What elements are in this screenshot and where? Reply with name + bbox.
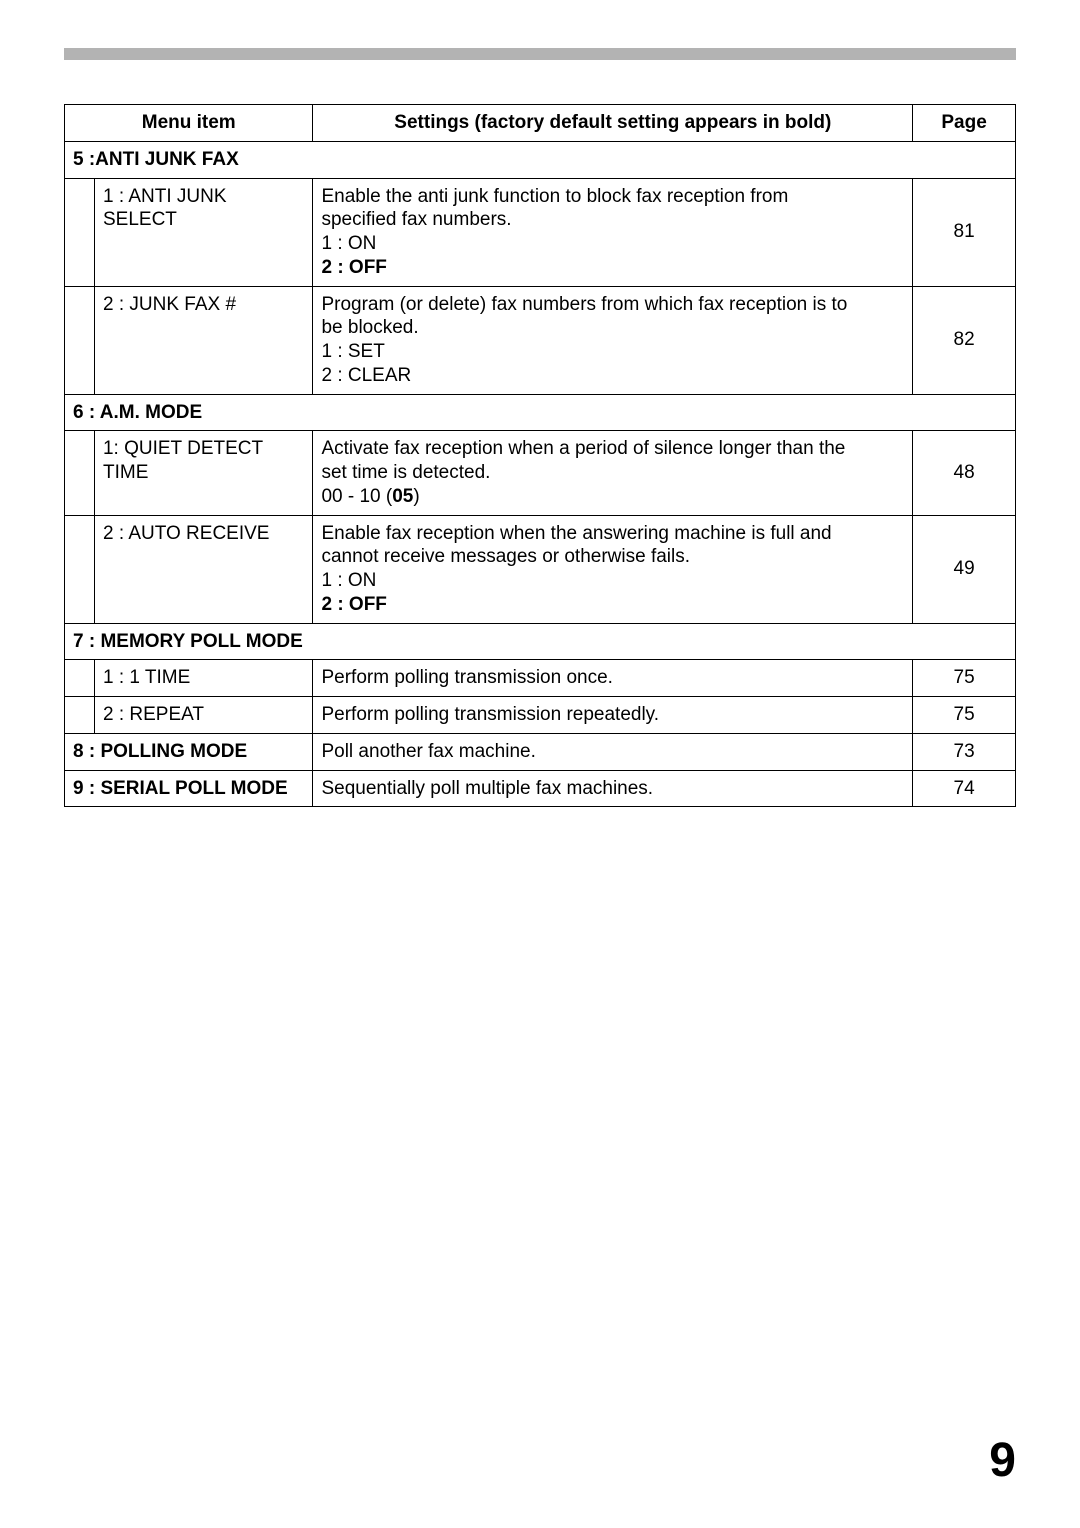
table-row: 9 : SERIAL POLL MODESequentially poll mu…: [65, 770, 1016, 807]
section-title: 5 :ANTI JUNK FAX: [65, 141, 1016, 178]
table-row: 1 : ANTI JUNK SELECT Enable the anti junk…: [65, 178, 1016, 286]
menu-item-cell: 1: QUIET DETECT TIME: [94, 431, 312, 515]
desc-text: 1 : ON: [321, 570, 376, 591]
desc-text: Perform polling transmission repeatedly.: [321, 704, 659, 725]
indent-cell: [65, 660, 95, 697]
section-header-row: 6 : A.M. MODE: [65, 394, 1016, 431]
section-title: 7 : MEMORY POLL MODE: [65, 623, 1016, 660]
section-header-row: 7 : MEMORY POLL MODE: [65, 623, 1016, 660]
settings-cell: Program (or delete) fax numbers from whi…: [313, 286, 913, 394]
desc-text: Enable fax reception when the answering …: [321, 523, 831, 544]
page-cell: 82: [913, 286, 1016, 394]
menu-item-cell: 8 : POLLING MODE: [65, 733, 313, 770]
indent-cell: [65, 515, 95, 623]
page-cell: 48: [913, 431, 1016, 515]
desc-text: ): [413, 486, 419, 507]
table-row: 1 : 1 TIME Perform polling transmission o…: [65, 660, 1016, 697]
settings-cell: Enable the anti junk function to block f…: [313, 178, 913, 286]
desc-text: specified fax numbers.: [321, 209, 511, 230]
desc-text: Enable the anti junk function to block f…: [321, 186, 788, 207]
top-divider-bar: [64, 48, 1016, 60]
page-cell: 74: [913, 770, 1016, 807]
page-number: 9: [989, 1433, 1016, 1488]
desc-text: 1 : SET: [321, 341, 384, 362]
page-cell: 49: [913, 515, 1016, 623]
settings-cell: Poll another fax machine.: [313, 733, 913, 770]
desc-text: Perform polling transmission once.: [321, 667, 612, 688]
desc-text: Activate fax reception when a period of …: [321, 438, 845, 459]
content-area: Menu item Settings (factory default sett…: [64, 104, 1016, 807]
desc-text-bold: 05: [392, 486, 413, 507]
desc-text: set time is detected.: [321, 462, 490, 483]
desc-text: 1 : ON: [321, 233, 376, 254]
table-row: 1: QUIET DETECT TIME Activate fax recepti…: [65, 431, 1016, 515]
indent-cell: [65, 178, 95, 286]
menu-item-cell: 1 : 1 TIME: [94, 660, 312, 697]
desc-text-bold: 2 : OFF: [321, 257, 386, 278]
menu-item-cell: 1 : ANTI JUNK SELECT: [94, 178, 312, 286]
page-cell: 75: [913, 697, 1016, 734]
desc-text: be blocked.: [321, 317, 418, 338]
section-title: 6 : A.M. MODE: [65, 394, 1016, 431]
page-cell: 81: [913, 178, 1016, 286]
settings-table: Menu item Settings (factory default sett…: [64, 104, 1016, 807]
desc-text: 2 : CLEAR: [321, 365, 411, 386]
table-row: 2 : AUTO RECEIVE Enable fax reception whe…: [65, 515, 1016, 623]
settings-cell: Enable fax reception when the answering …: [313, 515, 913, 623]
desc-text-bold: 2 : OFF: [321, 594, 386, 615]
indent-cell: [65, 286, 95, 394]
menu-item-cell: 2 : AUTO RECEIVE: [94, 515, 312, 623]
page-cell: 75: [913, 660, 1016, 697]
header-settings: Settings (factory default setting appear…: [313, 105, 913, 142]
settings-cell: Activate fax reception when a period of …: [313, 431, 913, 515]
desc-text: 00 - 10 (: [321, 486, 392, 507]
menu-item-cell: 2 : REPEAT: [94, 697, 312, 734]
desc-text: Program (or delete) fax numbers from whi…: [321, 294, 847, 315]
menu-item-cell: 2 : JUNK FAX #: [94, 286, 312, 394]
indent-cell: [65, 697, 95, 734]
table-row: 2 : JUNK FAX # Program (or delete) fax nu…: [65, 286, 1016, 394]
header-page: Page: [913, 105, 1016, 142]
page-cell: 73: [913, 733, 1016, 770]
table-row: 2 : REPEAT Perform polling transmission r…: [65, 697, 1016, 734]
table-header-row: Menu item Settings (factory default sett…: [65, 105, 1016, 142]
desc-text: cannot receive messages or otherwise fai…: [321, 546, 690, 567]
table-row: 8 : POLLING MODEPoll another fax machine…: [65, 733, 1016, 770]
settings-cell: Sequentially poll multiple fax machines.: [313, 770, 913, 807]
indent-cell: [65, 431, 95, 515]
section-header-row: 5 :ANTI JUNK FAX: [65, 141, 1016, 178]
header-menu-item: Menu item: [65, 105, 313, 142]
menu-item-cell: 9 : SERIAL POLL MODE: [65, 770, 313, 807]
settings-cell: Perform polling transmission once.: [313, 660, 913, 697]
settings-cell: Perform polling transmission repeatedly.: [313, 697, 913, 734]
